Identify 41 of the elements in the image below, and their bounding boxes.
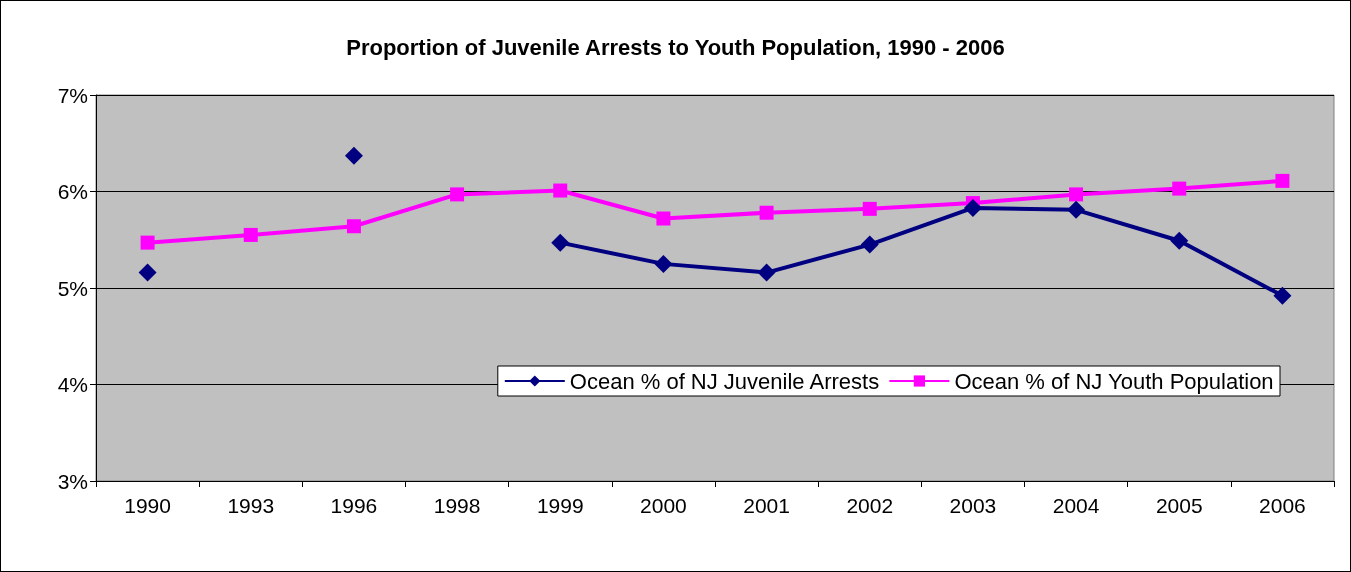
- point: [862, 201, 877, 216]
- point: [140, 235, 155, 250]
- x-tick-label: 2001: [743, 494, 790, 517]
- y-tick-label: 7%: [57, 83, 88, 107]
- point: [450, 187, 465, 202]
- point: [1172, 181, 1187, 196]
- point: [1275, 173, 1290, 188]
- point: [243, 227, 258, 242]
- point: [138, 263, 157, 282]
- y-tick-label: 4%: [57, 373, 88, 396]
- legend-label: Ocean % of NJ Juvenile Arrests: [569, 368, 880, 394]
- point: [1170, 231, 1189, 250]
- x-tick-label: 1990: [124, 494, 171, 517]
- chart-title: Proportion of Juvenile Arrests to Youth Population, 1990 - 2006: [346, 34, 1005, 60]
- point: [757, 263, 776, 282]
- point: [1273, 286, 1292, 305]
- x-tick-label: 2004: [1052, 494, 1100, 517]
- point: [344, 146, 363, 165]
- point: [656, 211, 671, 226]
- x-tick-label: 2005: [1155, 494, 1203, 517]
- point: [654, 254, 673, 273]
- point: [860, 235, 879, 254]
- x-tick-label: 2002: [846, 494, 894, 517]
- y-tick-label: 6%: [57, 180, 88, 203]
- legend-label: Ocean % of NJ Youth Population: [954, 368, 1274, 394]
- x-tick-label: 2006: [1259, 494, 1306, 517]
- x-tick-label: 1996: [330, 494, 378, 517]
- point: [553, 183, 568, 198]
- x-tick-label: 1999: [536, 494, 584, 517]
- point: [346, 219, 361, 234]
- y-tick-label: 3%: [57, 469, 88, 493]
- y-tick-label: 5%: [57, 276, 88, 300]
- x-tick-label: 2000: [640, 494, 687, 517]
- point: [963, 198, 982, 217]
- point: [1067, 200, 1086, 219]
- x-tick-label: 1998: [433, 494, 481, 517]
- x-tick-label: 1993: [227, 494, 275, 517]
- point: [1069, 187, 1084, 202]
- point: [759, 205, 774, 220]
- point: [551, 233, 570, 252]
- x-tick-label: 2003: [949, 494, 997, 517]
